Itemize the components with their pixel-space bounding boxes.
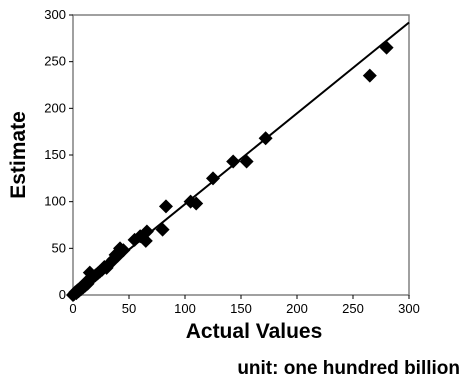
data-point (116, 243, 131, 258)
axis-ticks: 0 50 100 150 200 250 300 0 50 100 150 200 250 300 (44, 7, 420, 316)
data-point (138, 233, 153, 248)
y-axis-title: Estimate (7, 111, 30, 199)
x-tick-label: 200 (286, 301, 308, 316)
y-tick-label: 150 (44, 147, 66, 162)
data-point (206, 171, 220, 186)
x-axis-title: Actual Values (186, 320, 323, 343)
data-point (362, 68, 377, 83)
x-tick-label: 300 (398, 301, 420, 316)
data-point (226, 154, 241, 169)
data-point (189, 196, 204, 211)
data-point (239, 154, 254, 169)
y-tick-label: 300 (44, 7, 66, 22)
y-tick-label: 250 (44, 54, 66, 69)
data-points (66, 40, 394, 302)
y-tick-label: 0 (59, 287, 66, 302)
data-point (155, 222, 170, 237)
data-point (379, 40, 394, 55)
y-tick-label: 200 (44, 100, 66, 115)
y-tick-label: 100 (44, 194, 66, 209)
x-tick-label: 50 (122, 301, 136, 316)
unit-note: unit: one hundred billion (237, 358, 460, 379)
x-tick-label: 250 (342, 301, 364, 316)
x-tick-label: 150 (230, 301, 252, 316)
x-tick-label: 100 (174, 301, 196, 316)
x-tick-label: 0 (69, 301, 76, 316)
data-point (139, 224, 154, 239)
data-point (158, 199, 173, 214)
y-tick-label: 50 (52, 240, 66, 255)
data-point (258, 131, 273, 146)
